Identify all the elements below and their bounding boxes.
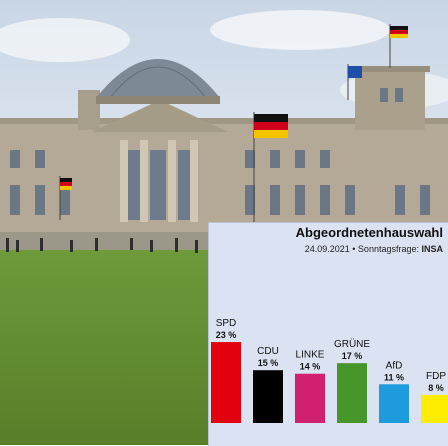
bar-fdp [421, 394, 448, 423]
bar-spd [211, 342, 241, 423]
category-label-cdu: CDU [257, 346, 279, 357]
value-label-gr-ne: 17 % [342, 351, 363, 361]
subtitle-separator: • Sonntagsfrage: [349, 244, 422, 254]
value-label-fdp: 8 % [428, 383, 444, 393]
value-label-linke: 14 % [300, 362, 321, 372]
bar-afd [379, 384, 409, 423]
category-label-fdp: FDP [426, 371, 446, 382]
value-label-cdu: 15 % [258, 358, 279, 368]
poll-bar-chart: 23 %SPD 15 %CDU 14 %LINKE 17 %GRÜNE 11 %AfD 8… [211, 318, 448, 423]
chart-title: Abgeordnetenhauswahl [295, 225, 443, 240]
value-label-spd: 23 % [216, 330, 237, 340]
bar-linke [295, 373, 325, 423]
category-label-linke: LINKE [296, 350, 325, 361]
poll-source: INSA [421, 244, 443, 254]
bar-gr-ne [337, 363, 367, 423]
category-label-afd: AfD [386, 360, 403, 371]
category-label-gr-ne: GRÜNE [334, 338, 370, 350]
chart-subtitle: 24.09.2021 • Sonntagsfrage: INSA [209, 244, 443, 254]
category-label-spd: SPD [216, 318, 237, 329]
value-label-afd: 11 % [384, 372, 404, 382]
poll-date: 24.09.2021 [304, 244, 350, 254]
bar-cdu [253, 370, 283, 423]
poll-chart-card: Abgeordnetenhauswahl 24.09.2021 • Sonnta… [208, 222, 448, 446]
